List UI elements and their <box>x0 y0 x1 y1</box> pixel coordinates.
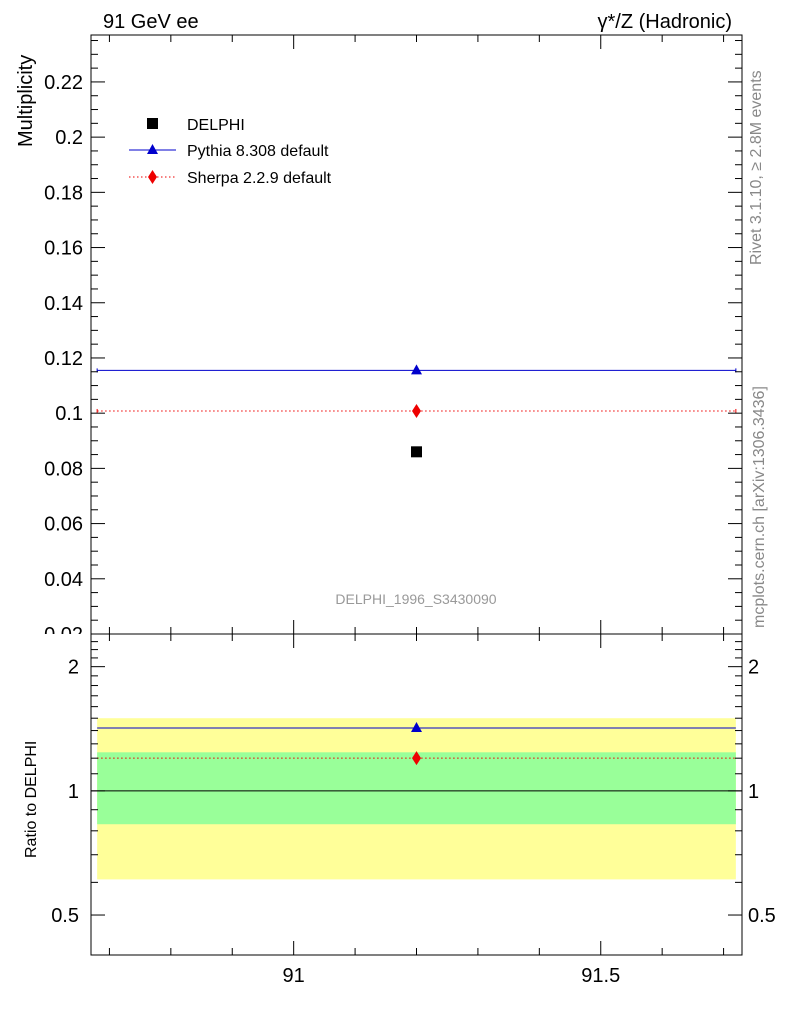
ratio-y-axis-title: Ratio to DELPHI <box>23 741 40 858</box>
ratio-frame <box>90 633 743 956</box>
legend: DELPHI Pythia 8.308 default Sherpa 2.2.9… <box>129 117 332 187</box>
x-tick-label: 91.5 <box>581 965 620 987</box>
ratio-y-tick-label-right: 1 <box>748 781 759 803</box>
legend-marker-sherpa <box>148 170 157 184</box>
y-tick-label: 0.12 <box>44 348 83 370</box>
legend-label-pythia: Pythia 8.308 default <box>187 143 329 160</box>
analysis-label: DELPHI_1996_S3430090 <box>335 591 496 607</box>
y-tick-label: 0.18 <box>44 182 83 204</box>
main-y-axis-title: Multiplicity <box>15 55 37 147</box>
pythia-marker <box>411 364 422 375</box>
ratio-y-tick-label: 1 <box>68 781 79 803</box>
y-tick-label: 0.06 <box>44 514 83 536</box>
y-tick-label: 0.22 <box>44 72 83 94</box>
ratio-plot-area <box>91 718 742 880</box>
y-tick-label: 0.08 <box>44 458 83 480</box>
rivet-label: Rivet 3.1.10, ≥ 2.8M events <box>748 70 765 265</box>
sherpa-marker <box>412 403 421 418</box>
main-panel: 0.04 0.06 0.08 0.1 0.12 0.14 0.16 0.18 0.2 0.22 0.… <box>44 34 743 646</box>
main-plot-area <box>96 364 737 458</box>
x-tick-label: 91 <box>283 965 305 987</box>
legend-marker-pythia <box>147 144 158 154</box>
ratio-y-axis: 0.5 0.5 1 1 2 2 <box>51 641 776 956</box>
delphi-marker <box>411 446 422 458</box>
mcplots-label: mcplots.cern.ch [arXiv:1306.3436] <box>751 386 768 628</box>
y-tick-label: 0.16 <box>44 238 83 260</box>
legend-marker-delphi <box>147 118 158 129</box>
ratio-sherpa-marker <box>412 751 421 766</box>
ratio-y-tick-label-right: 0.5 <box>748 905 776 927</box>
legend-label-sherpa: Sherpa 2.2.9 default <box>187 170 332 187</box>
y-tick-label-partial: 0.02 <box>44 624 83 646</box>
ratio-y-tick-label: 0.5 <box>51 905 79 927</box>
y-tick-label: 0.2 <box>55 127 83 149</box>
ratio-panel: 0.5 0.5 1 1 2 2 91 91.5 <box>51 35 776 987</box>
header-left-title: 91 GeV ee <box>103 11 199 33</box>
ratio-y-tick-label-right: 2 <box>748 657 759 679</box>
legend-label-delphi: DELPHI <box>187 117 245 134</box>
y-tick-label: 0.04 <box>44 569 83 591</box>
ratio-pythia-marker <box>411 722 422 733</box>
ratio-y-tick-label: 2 <box>68 657 79 679</box>
main-y-axis: 0.04 0.06 0.08 0.1 0.12 0.14 0.16 0.18 0.2 0.22 0.… <box>44 40 742 646</box>
y-tick-label: 0.1 <box>55 403 83 425</box>
header-right-title: γ*/Z (Hadronic) <box>598 11 732 33</box>
x-axis: 91 91.5 <box>108 35 725 987</box>
y-tick-label: 0.14 <box>44 293 83 315</box>
